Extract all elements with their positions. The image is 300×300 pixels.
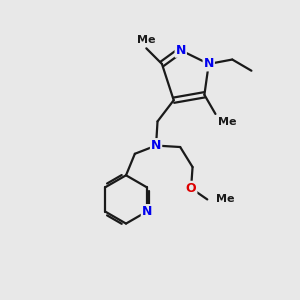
Text: Me: Me: [137, 35, 156, 45]
Text: N: N: [203, 57, 214, 70]
Text: N: N: [142, 205, 152, 218]
Text: Me: Me: [218, 118, 237, 128]
Text: N: N: [151, 139, 161, 152]
Text: O: O: [186, 182, 196, 195]
Text: N: N: [176, 44, 186, 57]
Text: Me: Me: [215, 194, 234, 204]
